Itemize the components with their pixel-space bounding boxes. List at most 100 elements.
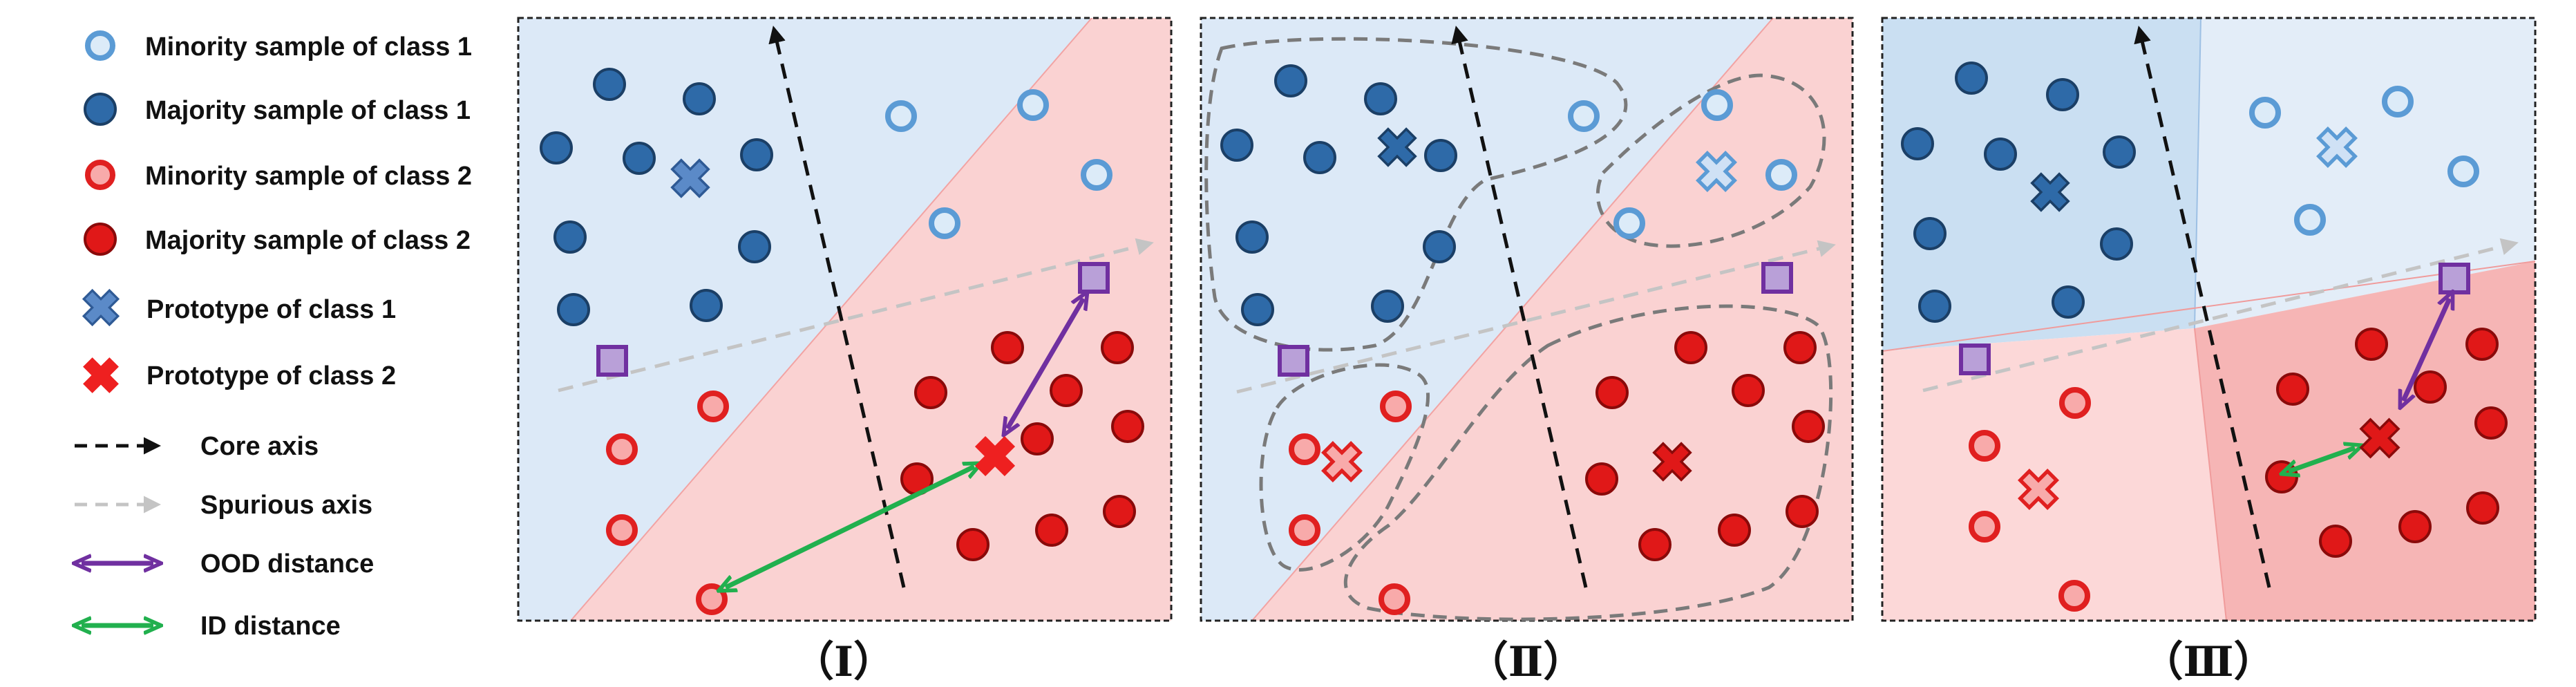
majority-class1-sample [2100, 227, 2133, 261]
majority-class2-sample [2319, 525, 2352, 558]
majority-class1-sample [1364, 82, 1397, 115]
cluster-outline-minority-class1 [1595, 73, 1826, 248]
spurious-axis [1922, 238, 2519, 393]
minority-class2-sample [1969, 430, 2000, 462]
majority-class1-sample [557, 293, 590, 326]
majority-class1-sample [740, 138, 773, 171]
ood-sample [2438, 263, 2470, 294]
minority-class2-sample [1379, 583, 1410, 615]
majority-class2-sample [1786, 495, 1819, 528]
ood-sample [1959, 344, 1991, 375]
decision-boundary [1251, 18, 1774, 621]
core-axis [768, 26, 906, 588]
prototype-class1-icon [82, 289, 120, 326]
panel-2: （Ⅱ） [1200, 17, 1854, 686]
majority-class2-sample [1585, 462, 1618, 496]
majority-class2-sample [1792, 410, 1825, 443]
minority-class1-sample [2294, 204, 2326, 236]
majority-class2-sample [1674, 331, 1707, 364]
majority-class2-sample [1021, 422, 1054, 455]
majority-class2-sample [1050, 374, 1083, 407]
panel-frame [517, 17, 1173, 622]
minority-class2-sample [606, 433, 638, 465]
ood-distance-arrow [1007, 299, 1083, 429]
majority-class1-sample [2052, 285, 2085, 319]
panel-3: （Ⅲ） [1881, 17, 2537, 686]
legend-label-ood-distance: OOD distance [200, 549, 374, 578]
majority-class2-sample [1103, 495, 1136, 528]
legend-label-core-axis: Core axis [200, 432, 319, 461]
legend-item-ood-distance: OOD distance [82, 549, 374, 578]
panel-3-label: （Ⅲ） [2141, 638, 2275, 686]
minority-class2-sample [2059, 387, 2091, 419]
legend-label-majority-class2: Majority sample of class 2 [145, 226, 471, 255]
region-border [2194, 328, 2227, 621]
majority-class2-sample [1732, 374, 1765, 407]
legend-label-id-distance: ID distance [200, 612, 341, 641]
id-distance-arrow [726, 467, 974, 587]
majority-class1-sample [593, 68, 626, 101]
legend-item-majority-class1: Majority sample of class 1 [84, 93, 471, 126]
majority-class1-sample [683, 82, 716, 115]
legend-label-prototype-class1: Prototype of class 1 [146, 295, 396, 324]
minority-class1-sample [1765, 159, 1797, 191]
majority-class1-sample [1220, 129, 1253, 162]
ood-sample [1078, 262, 1110, 294]
majority-class2-samples [1585, 331, 1825, 561]
minority-class1-sample [929, 207, 960, 239]
majority-class1-samples [1220, 64, 1457, 326]
minority-class2-samples [1289, 390, 1412, 615]
majority-class1-sample [1371, 290, 1404, 323]
minority-class1-sample [1081, 159, 1112, 191]
minority-class2-sample [1380, 390, 1412, 422]
legend-item-id-distance: ID distance [82, 612, 341, 641]
spurious-axis [558, 238, 1154, 393]
majority-class2-sample [2355, 328, 2388, 361]
cluster-outline-minority-class2 [1259, 363, 1430, 572]
minority-class1-sample [2249, 97, 2281, 129]
minority-class1-sample [1568, 100, 1600, 132]
majority-class2-sample [1718, 514, 1751, 547]
panel-2-label: （Ⅱ） [1467, 638, 1585, 686]
minority-class1-sample [1017, 89, 1049, 121]
majority-class2-sample [2465, 328, 2499, 361]
majority-class2-sample [1638, 528, 1671, 561]
majority-class1-sample [1241, 293, 1274, 326]
majority-class2-sample [1783, 331, 1817, 364]
panel-1-label: （Ⅰ） [793, 638, 895, 686]
majority-class1-sample [1235, 220, 1269, 254]
majority-class2-sample [914, 376, 947, 409]
minority-class1-sample [2447, 156, 2479, 187]
minority-class1-icon [85, 30, 115, 61]
legend-label-majority-class1: Majority sample of class 1 [145, 96, 471, 125]
majority-class1-icon [84, 93, 117, 126]
majority-class2-sample [1035, 514, 1068, 547]
legend: Minority sample of class 1 Majority samp… [75, 30, 472, 641]
panel-1: （Ⅰ） [517, 17, 1173, 686]
majority-class1-samples [1901, 62, 2136, 323]
minority-class2-sample [1289, 433, 1320, 465]
majority-class1-sample [1424, 139, 1457, 172]
minority-class2-sample [2058, 580, 2090, 612]
legend-label-minority-class1: Minority sample of class 1 [145, 32, 472, 62]
majority-class2-sample [2466, 491, 2499, 525]
majority-class2-sample [2414, 370, 2447, 404]
legend-item-prototype-class2: Prototype of class 2 [83, 357, 396, 393]
majority-class1-samples [540, 68, 773, 326]
majority-class1-sample [623, 142, 656, 175]
majority-class2-sample [956, 528, 989, 561]
majority-class1-sample [1955, 62, 1988, 95]
majority-class1-sample [1984, 138, 2017, 171]
ood-sample [1278, 345, 1309, 377]
majority-class2-sample [2474, 406, 2508, 440]
majority-class1-sample [1913, 217, 1947, 250]
majority-class1-sample [690, 289, 723, 322]
region-class1-minority [2195, 18, 2535, 328]
legend-item-spurious-axis: Spurious axis [75, 491, 372, 520]
majority-class2-sample [2276, 373, 2309, 406]
panel-frame [1200, 17, 1854, 622]
majority-class1-sample [540, 131, 573, 164]
majority-class1-sample [1423, 230, 1456, 263]
core-axis [2134, 26, 2271, 588]
ood-sample [1761, 262, 1793, 294]
